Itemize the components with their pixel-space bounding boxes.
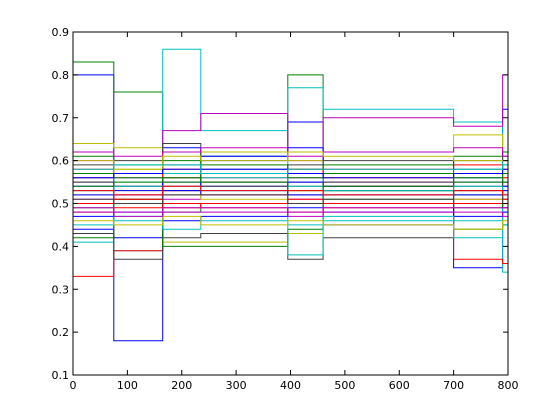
x-axis: 0 100 200 300 400 500 600 700 800 — [70, 32, 519, 392]
series-line-34 — [73, 151, 508, 170]
y-tick-label: 0.7 — [52, 112, 70, 125]
series-layer — [73, 48, 508, 342]
y-axis: 0.1 0.2 0.3 0.4 0.5 0.6 0.7 0.8 0.9 — [52, 26, 508, 382]
series-line-37 — [73, 177, 508, 192]
x-tick-label: 700 — [443, 379, 464, 392]
series-line-30 — [73, 173, 508, 183]
x-tick-label: 200 — [171, 379, 192, 392]
y-tick-label: 0.6 — [52, 155, 70, 168]
y-tick-label: 0.4 — [52, 240, 70, 253]
series-line-38 — [73, 185, 508, 196]
x-tick-label: 500 — [334, 379, 355, 392]
x-tick-label: 0 — [70, 379, 77, 392]
x-tick-label: 300 — [226, 379, 247, 392]
y-tick-label: 0.8 — [52, 69, 70, 82]
x-tick-label: 800 — [498, 379, 519, 392]
series-line-40 — [73, 207, 508, 213]
y-tick-label: 0.1 — [52, 369, 70, 382]
x-tick-label: 600 — [389, 379, 410, 392]
x-tick-label: 400 — [280, 379, 301, 392]
y-tick-label: 0.2 — [52, 326, 70, 339]
y-tick-label: 0.9 — [52, 26, 70, 39]
y-tick-label: 0.3 — [52, 283, 70, 296]
series-line-39 — [73, 164, 508, 174]
x-tick-label: 100 — [117, 379, 138, 392]
series-line-33 — [73, 211, 508, 217]
y-tick-label: 0.5 — [52, 198, 70, 211]
series-line-27 — [73, 215, 508, 230]
